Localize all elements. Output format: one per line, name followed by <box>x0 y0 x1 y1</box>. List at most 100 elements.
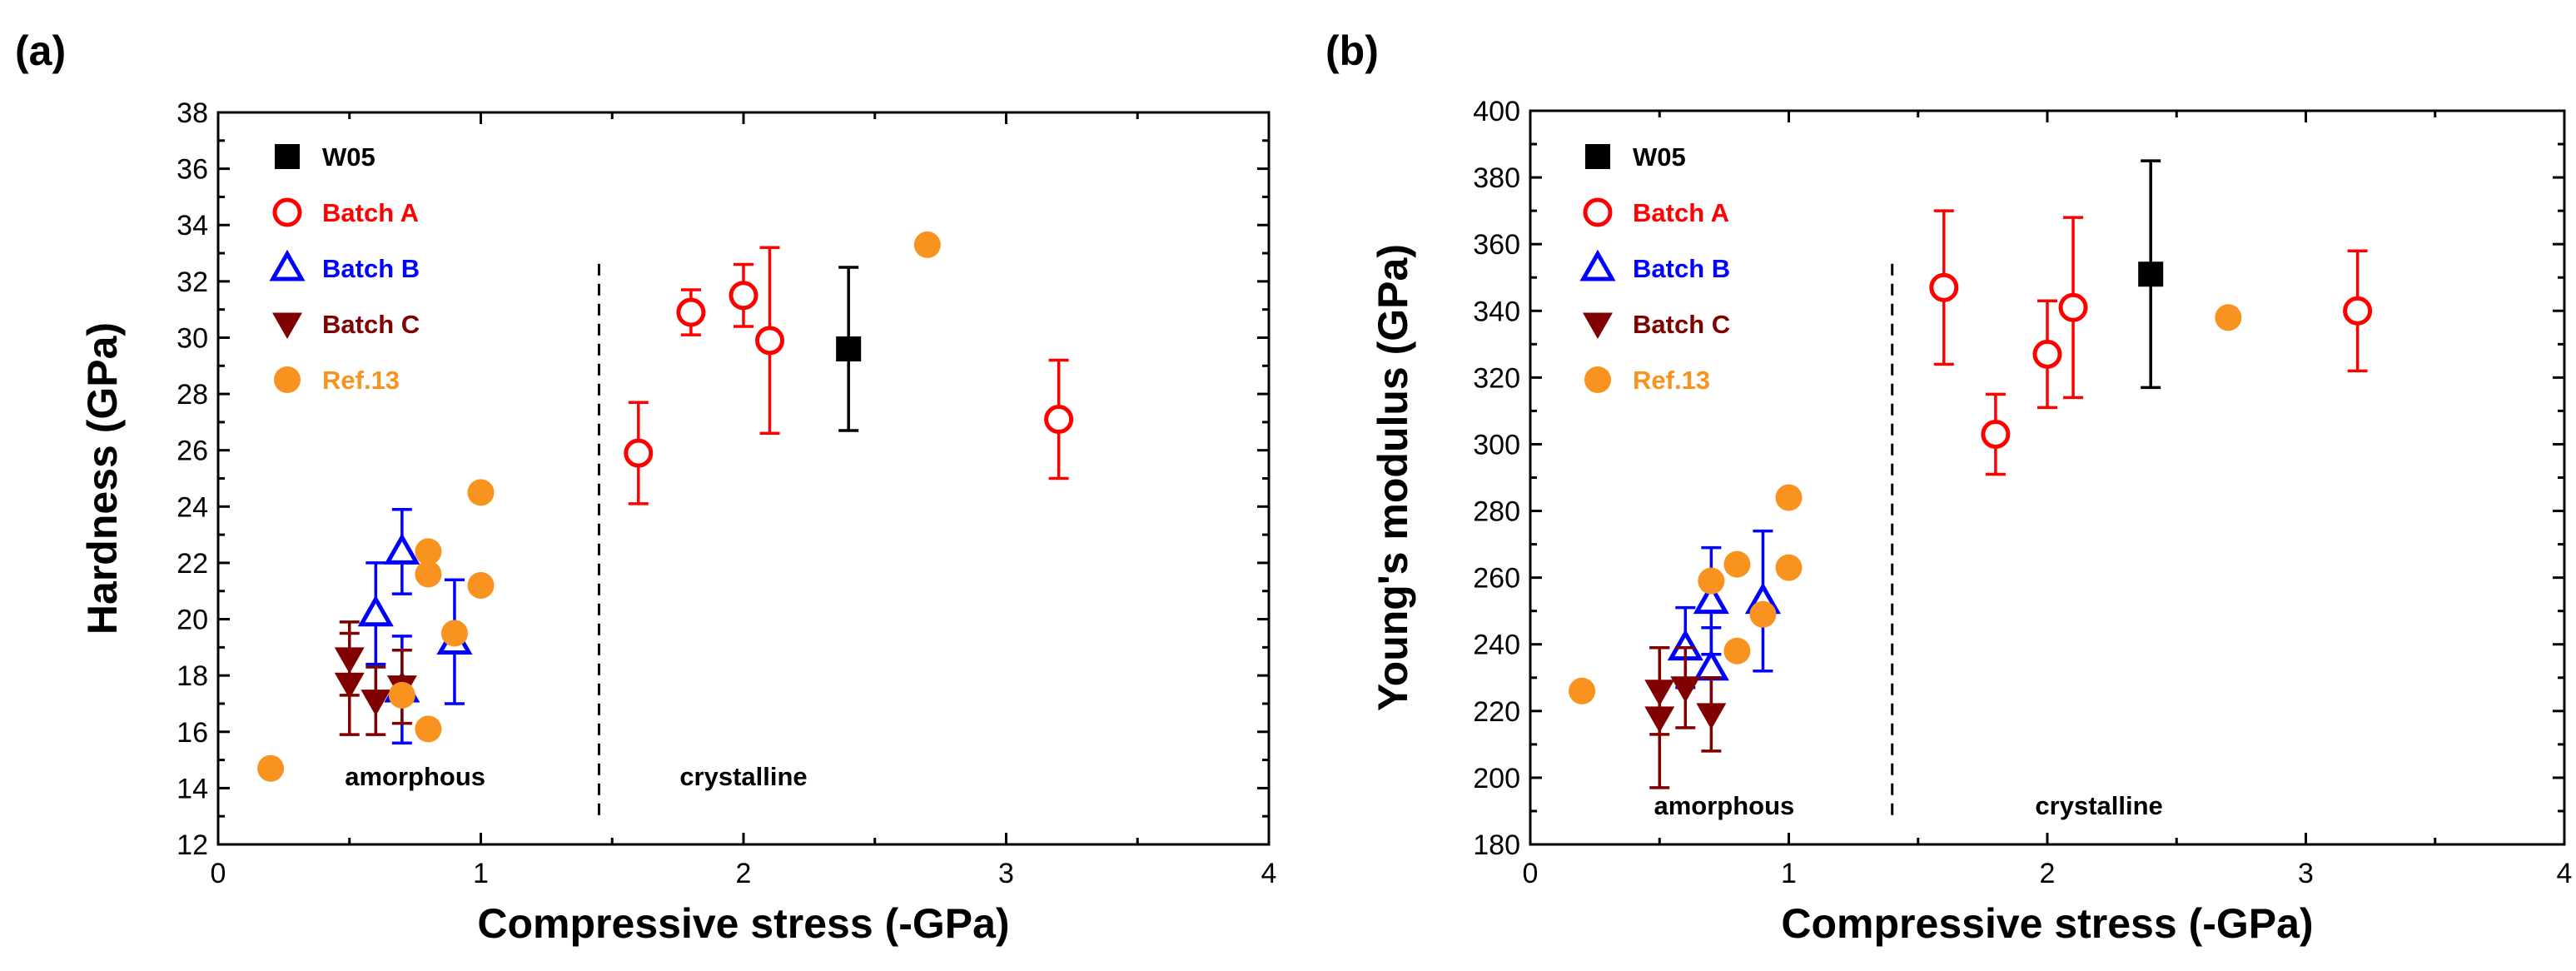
data-point <box>1693 582 1729 615</box>
x-tick-label: 1 <box>473 858 489 889</box>
series-batch-a <box>1929 209 2373 476</box>
x-tick-label: 4 <box>2557 858 2573 889</box>
x-tick-label: 1 <box>1781 858 1797 889</box>
data-point <box>257 754 285 782</box>
y-axis-title: Young's modulus (GPa) <box>1370 244 1416 711</box>
data-point <box>2058 292 2088 322</box>
data-point <box>415 560 442 588</box>
data-point <box>415 538 442 565</box>
legend-label: W05 <box>322 142 375 172</box>
y-tick-label: 180 <box>1473 829 1520 861</box>
data-point <box>357 595 394 627</box>
data-point <box>467 571 495 599</box>
y-tick-label: 240 <box>1473 630 1520 661</box>
legend-label: Batch B <box>1633 254 1730 283</box>
data-point <box>1569 677 1596 705</box>
legend-marker <box>269 249 306 281</box>
panel-label: (a) <box>15 27 66 74</box>
data-point <box>1696 703 1727 729</box>
series-batch-c <box>1644 645 1727 789</box>
x-tick-label: 0 <box>1523 858 1539 889</box>
data-point <box>361 690 391 716</box>
legend-label: Ref.13 <box>1633 366 1710 395</box>
data-point <box>1670 676 1701 703</box>
x-tick-label: 3 <box>998 858 1014 889</box>
panel-a: (a)0 1 2 3 41214161820222426283032343638Comp… <box>15 27 1276 947</box>
data-point <box>1749 600 1777 628</box>
data-point <box>676 297 706 327</box>
legend-label: Batch B <box>322 254 420 283</box>
data-point <box>624 438 654 468</box>
x-tick-label: 2 <box>736 858 752 889</box>
series-batch-b <box>357 507 473 745</box>
panel-b: (b) 0 1 2 3 4 180 200 220 240 260 280 300 320 340 360 38… <box>1325 27 2572 947</box>
data-point <box>729 281 758 311</box>
data-point <box>1929 272 1959 302</box>
legend-marker <box>272 312 302 339</box>
legend-marker <box>1584 366 1611 393</box>
y-tick-label: 220 <box>1473 696 1520 728</box>
y-tick-label: 22 <box>177 548 208 580</box>
y-tick-label: 36 <box>177 154 208 186</box>
y-tick-label: 38 <box>177 97 208 129</box>
y-tick-label: 34 <box>177 210 208 242</box>
data-point <box>415 715 442 743</box>
y-tick-label: 32 <box>177 266 208 298</box>
y-tick-label: 24 <box>177 491 208 523</box>
y-tick-label: 12 <box>177 829 208 861</box>
legend-label: Batch C <box>322 310 420 339</box>
legend-label: W05 <box>1633 142 1686 172</box>
legend-label: Batch A <box>1633 198 1729 227</box>
series-w05 <box>836 266 862 432</box>
x-tick-label: 2 <box>2040 858 2056 889</box>
legend-marker <box>1585 144 1610 169</box>
y-tick-label: 18 <box>177 660 208 692</box>
data-point <box>1723 637 1751 665</box>
region-label: crystalline <box>2035 791 2162 820</box>
data-point <box>384 533 420 565</box>
legend-label: Batch C <box>1633 310 1730 339</box>
legend-label: Ref.13 <box>322 366 400 395</box>
y-tick-label: 28 <box>177 379 208 411</box>
series-batch-a <box>624 246 1074 505</box>
x-tick-label: 0 <box>211 858 226 889</box>
y-tick-label: 30 <box>177 322 208 354</box>
y-tick-label: 20 <box>177 605 208 636</box>
y-tick-label: 16 <box>177 717 208 749</box>
data-point <box>2343 296 2373 326</box>
legend-label: Batch A <box>322 198 419 227</box>
legend: W05 Batch A Batch B Batch C Ref.13 <box>1579 142 1730 395</box>
data-point <box>1044 405 1074 435</box>
x-axis-title: Compressive stress (-GPa) <box>477 900 1009 947</box>
y-axis-title: Hardness (GPa) <box>79 322 126 635</box>
legend-marker <box>1583 312 1613 339</box>
data-point <box>2138 261 2164 287</box>
data-point <box>1775 554 1803 581</box>
data-point <box>334 672 365 700</box>
region-label: amorphous <box>345 762 485 791</box>
y-tick-label: 14 <box>177 773 208 804</box>
legend-marker <box>1579 249 1616 281</box>
data-point <box>388 681 415 709</box>
panel-label: (b) <box>1325 27 1379 74</box>
y-tick-label: 360 <box>1473 229 1520 261</box>
data-point <box>836 336 862 361</box>
data-point <box>1698 567 1725 595</box>
legend: W05 Batch A Batch B Batch C Ref.13 <box>269 142 420 395</box>
x-axis-title: Compressive stress (-GPa) <box>1781 900 2313 947</box>
y-tick-label: 280 <box>1473 496 1520 528</box>
legend-marker <box>1583 197 1613 227</box>
y-tick-label: 380 <box>1473 162 1520 194</box>
data-point <box>2215 304 2242 331</box>
legend-marker <box>275 144 300 169</box>
data-point <box>755 326 785 356</box>
data-point <box>2032 339 2062 369</box>
y-tick-label: 26 <box>177 436 208 467</box>
region-label: amorphous <box>1654 791 1794 820</box>
data-point <box>1723 550 1751 578</box>
data-point <box>440 620 468 647</box>
x-tick-label: 4 <box>1261 858 1277 889</box>
data-point <box>467 479 495 506</box>
series-w05 <box>2138 159 2164 390</box>
